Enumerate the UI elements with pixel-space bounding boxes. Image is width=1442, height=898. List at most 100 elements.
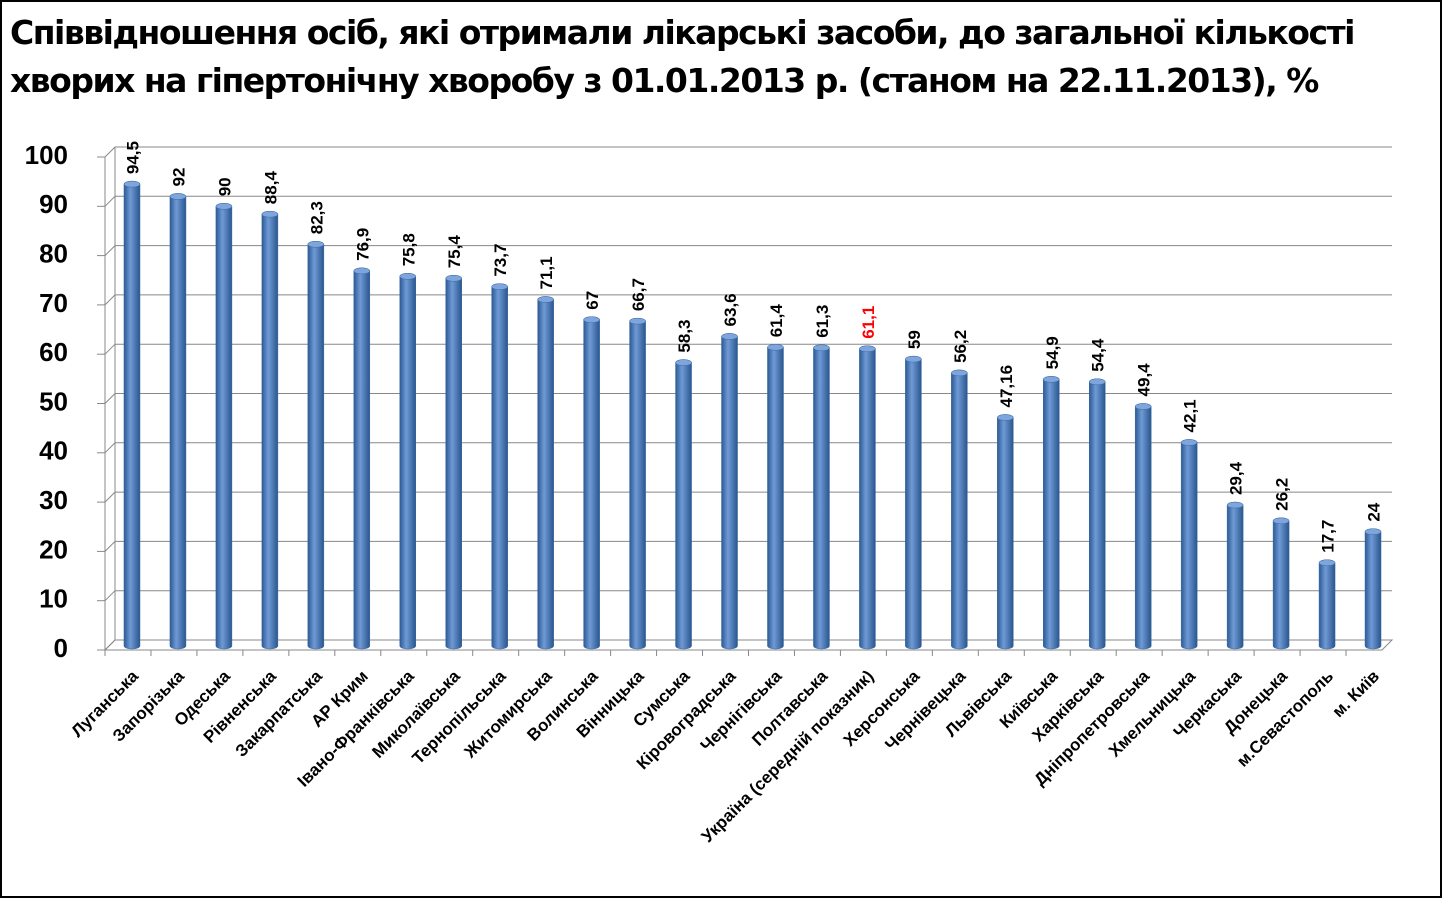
- value-label: 73,7: [491, 244, 510, 277]
- value-label: 63,6: [721, 293, 740, 326]
- value-label: 61,4: [767, 304, 786, 338]
- value-label: 42,1: [1181, 399, 1200, 432]
- bar-top: [721, 333, 738, 340]
- bar-top: [1364, 528, 1382, 535]
- value-label: 24: [1365, 502, 1384, 521]
- y-tick-label: 20: [39, 534, 68, 564]
- bar: [1180, 439, 1198, 650]
- bar: [767, 344, 784, 650]
- bar-top: [1180, 439, 1198, 446]
- bar: [1226, 501, 1244, 650]
- value-label: 59: [905, 330, 924, 349]
- bar-top: [169, 193, 187, 200]
- bar: [1272, 517, 1290, 650]
- value-label: 47,16: [997, 365, 1016, 408]
- bar: [353, 267, 371, 650]
- bar-top: [629, 317, 646, 325]
- value-label: 58,3: [675, 319, 694, 352]
- x-tick-label: Чернівецька: [881, 666, 969, 754]
- value-label: 29,4: [1227, 461, 1246, 495]
- bar: [491, 283, 508, 650]
- y-tick-label: 40: [39, 436, 68, 466]
- y-tick-label: 10: [39, 584, 68, 614]
- y-tick-label: 30: [39, 485, 68, 515]
- bar-top: [1226, 501, 1244, 509]
- bar: [1364, 528, 1382, 650]
- value-label: 61,1: [859, 306, 878, 339]
- value-label: 54,4: [1089, 338, 1108, 372]
- y-tick-label: 0: [54, 633, 68, 663]
- value-label: 92: [169, 168, 188, 187]
- bar-top: [399, 273, 417, 280]
- bar-top: [767, 344, 784, 351]
- bar: [905, 355, 922, 650]
- bar: [445, 275, 462, 650]
- bar: [123, 180, 141, 650]
- bar: [583, 316, 600, 650]
- bar-top: [813, 344, 830, 352]
- bar-top: [261, 210, 279, 218]
- value-label: 56,2: [951, 330, 970, 363]
- grid-line: [104, 590, 1392, 602]
- bar-top: [675, 359, 692, 366]
- value-label: 71,1: [537, 256, 556, 289]
- value-label: 17,7: [1319, 520, 1338, 553]
- bar-top: [491, 283, 508, 290]
- bar: [675, 359, 692, 650]
- bar-top: [1088, 378, 1106, 386]
- y-tick-label: 60: [39, 337, 68, 367]
- grid-line: [104, 195, 1392, 207]
- value-label: 61,3: [813, 305, 832, 338]
- bar: [169, 193, 187, 650]
- grid-line: [104, 343, 1392, 355]
- grid-line: [104, 442, 1392, 454]
- bar: [951, 369, 968, 650]
- value-label: 75,4: [445, 235, 464, 269]
- y-tick-label: 70: [39, 288, 68, 318]
- bar: [1134, 403, 1152, 650]
- bar: [721, 333, 738, 650]
- bar: [537, 296, 554, 650]
- value-label: 90: [215, 177, 234, 196]
- value-label: 49,4: [1135, 363, 1154, 397]
- grid-line: [104, 540, 1392, 552]
- bar-top: [445, 275, 462, 282]
- value-label: 94,5: [123, 141, 142, 174]
- grid-line: [104, 294, 1392, 306]
- bar: [813, 344, 830, 650]
- y-tick-label: 100: [25, 140, 68, 170]
- value-label: 26,2: [1273, 478, 1292, 511]
- bar-top: [997, 414, 1014, 421]
- bar-top: [307, 241, 325, 248]
- value-label: 67: [583, 291, 602, 310]
- floor: [103, 639, 1394, 651]
- bar: [1318, 559, 1336, 650]
- bar-top: [859, 345, 876, 353]
- bar: [1043, 376, 1060, 650]
- value-label: 82,3: [307, 201, 326, 234]
- bar: [629, 317, 646, 650]
- bar-top: [905, 355, 922, 363]
- chart-title: хворих на гіпертонічну хворобу з 01.01.2…: [10, 61, 1319, 100]
- y-tick-label: 90: [39, 189, 68, 219]
- value-label: 88,4: [261, 171, 280, 205]
- bar: [1088, 378, 1106, 650]
- value-label: 54,9: [1043, 336, 1062, 369]
- bar: [399, 273, 417, 650]
- bar: [307, 241, 325, 650]
- bar-top: [353, 267, 371, 275]
- chart-title: Співвідношення осіб, які отримали лікарс…: [10, 13, 1354, 52]
- value-label: 75,8: [399, 233, 418, 266]
- value-label: 66,7: [629, 278, 648, 311]
- bar-top: [215, 203, 233, 210]
- bar-top: [123, 180, 141, 188]
- grid-line: [104, 245, 1392, 256]
- bar-top: [1272, 517, 1290, 525]
- bar: [997, 414, 1014, 650]
- bar: [859, 345, 876, 650]
- y-tick-label: 80: [39, 238, 68, 268]
- bar-top: [1043, 376, 1060, 383]
- bar-top: [537, 296, 554, 303]
